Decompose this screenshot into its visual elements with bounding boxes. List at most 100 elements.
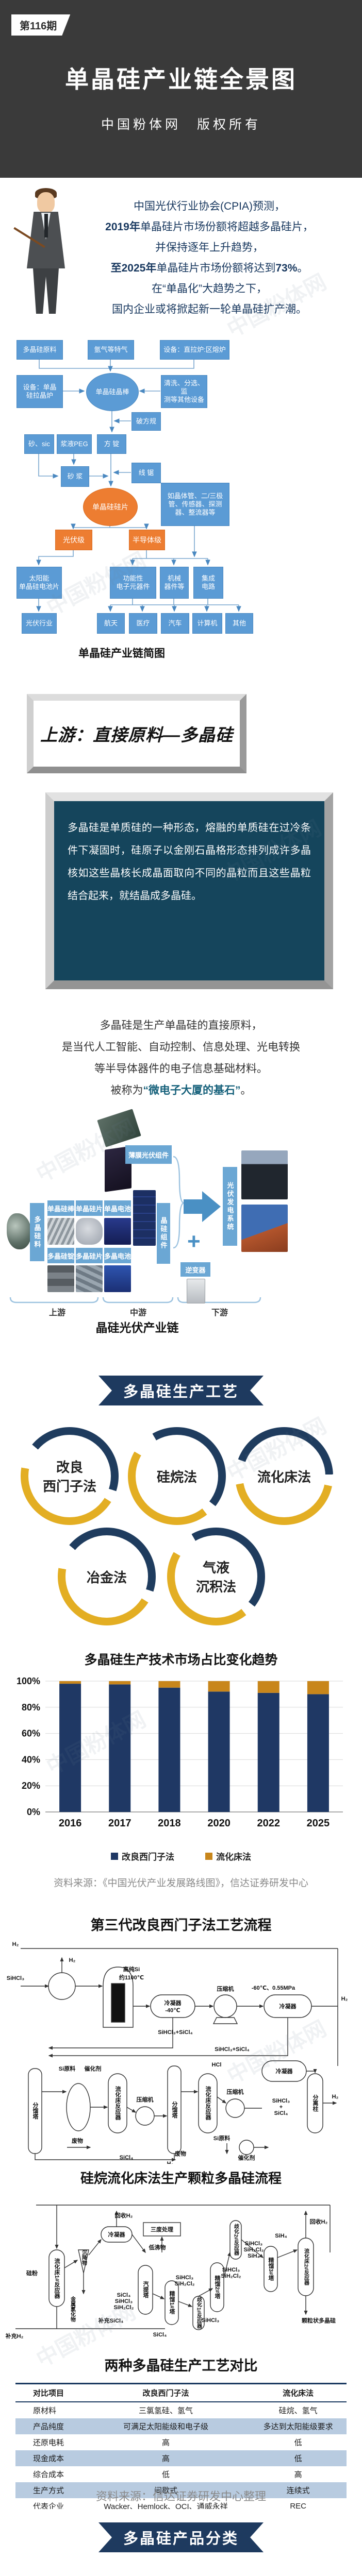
method-ring: 硅烷法 (128, 1427, 226, 1525)
diagram-label: SiCl₄ (153, 2332, 167, 2338)
diagram-label: 催化剂 (84, 2066, 102, 2072)
diagram-label: 精馏2#塔 (214, 2275, 220, 2299)
bar-segment (109, 1684, 131, 1812)
svg-text:2025: 2025 (307, 1818, 330, 1829)
compare-title: 两种多晶硅生产工艺对比 (104, 2358, 258, 2374)
table-cell: 产品纯度 (33, 2422, 64, 2431)
legend-item: 流化床法 (205, 1850, 251, 1862)
diagram-label: HCl (211, 2062, 222, 2068)
diagram-label: SiH₄ (275, 2233, 287, 2239)
node-sand-sic: 砂、sic (24, 434, 54, 454)
diagram-label: 补充H₂ (5, 2333, 24, 2340)
table-cell: Wacker、Hemlock、OCI、通威永祥 (81, 2498, 250, 2509)
table-cell: 多达到太阳能级要求 (263, 2422, 333, 2431)
table-cell: 硅烷、氢气 (278, 2406, 318, 2415)
role-line: 多晶硅是生产单晶硅的直接原料， (100, 1020, 262, 1031)
fbr-diagram: 补充H₂ 硅粉 流化床1#反应器 沉降物 金属氯化物 冷凝器 回收H₂ 三废处理 低沸物 汽提塔补… (0, 2191, 362, 2345)
ring-label: 流化床法 (243, 1435, 325, 1517)
pv-chain-caption: 晶硅光伏产业链 (95, 1321, 179, 1334)
method-ring: 冶金法 (58, 1528, 156, 1625)
siemens-title: 第三代改良西门子法工艺流程 (90, 1918, 272, 1933)
chain-caption: 单晶硅产业链简图 (78, 648, 165, 659)
svg-text:2016: 2016 (59, 1818, 82, 1829)
rings-row-2: 冶金法 气液 沉积法 (58, 1528, 265, 1625)
diagram-label: 催化剂 (238, 2155, 255, 2161)
flowchart-connectors (36, 359, 241, 612)
node-functional-components: 功能性 电子元器件 (110, 567, 156, 599)
big-arrow-icon (184, 1191, 221, 1222)
table-row: 生产方式 间歇式 连续式 (15, 2482, 347, 2498)
bar-chart-legend: 改良西门子法 流化床法 (0, 1850, 362, 1862)
classification-section: 根据多晶硅料的品质不同，多晶硅料可细分为： 单晶 复投料单晶 致密料多晶 致密料 (0, 2566, 362, 2576)
table-cell: 高 (161, 2454, 170, 2463)
method-ring: 气液 沉积法 (167, 1528, 265, 1625)
presenter-tie (44, 214, 48, 238)
intro-line: 并保持逐年上升趋势， (155, 242, 264, 253)
siemens-lineart (21, 1948, 338, 2162)
intro-line: 至2025年单晶硅片市场份额将达到73%。 (110, 262, 308, 274)
diagram-label: SiCl₄ (119, 2155, 134, 2161)
diagram-label: 压缩机 (217, 1986, 234, 1992)
diagram-label: 汽提塔 (142, 2281, 149, 2298)
chip-poly-ingot: 多晶硅锭 (47, 1248, 74, 1263)
ring-label: 改良 西门子法 (28, 1435, 111, 1517)
table-cell: 生产方式 (33, 2486, 64, 2495)
node-peg-slurry: 浆液PEG (57, 434, 92, 454)
stage-upstream: 上游 (49, 1309, 66, 1317)
diagram-label: 流化床2#反应器 (303, 2248, 309, 2285)
diagram-label: 压缩机 (226, 2089, 244, 2095)
photo-rooftop (241, 1205, 288, 1252)
table-cell: 可满足太阳能级和电子级 (123, 2422, 208, 2431)
chip-poly-cell: 多晶电池 (104, 1248, 131, 1263)
siemens-diagram: H₂ SiHCl₃ H₂ 高纯Si 约1100℃ 冷凝器 -40℃ 压缩机 -60℃、0.5… (0, 1937, 362, 2164)
diagram-label: 低沸物 (149, 2245, 166, 2251)
diagram-label: 回收H₂ (309, 2219, 328, 2225)
diagram-label: 流化床反应器 (205, 2086, 211, 2120)
photo-poly-wafer (76, 1265, 103, 1292)
bar-segment (208, 1691, 230, 1812)
svg-text:40%: 40% (22, 1754, 40, 1765)
chip-mono-rod: 单晶硅棒 (47, 1200, 74, 1216)
chip-poly-material: 多晶硅料 (30, 1203, 44, 1261)
stage-midstream: 中游 (130, 1309, 147, 1317)
diagram-label: SiHCl₃ SiH₂Cl₂ SiH₄ (243, 2241, 264, 2259)
photo-panels (133, 1190, 156, 1246)
plus-icon: + (187, 1229, 201, 1254)
chip-poly-wafer: 多晶硅片 (76, 1248, 103, 1263)
diagram-label: 歧化2#反应器 (233, 2224, 239, 2256)
bar-segment (59, 1684, 81, 1812)
presenter-illustration (13, 187, 74, 326)
column-header: 改良西门子法 (81, 2383, 250, 2402)
diagram-label: Si原料 (58, 2066, 76, 2072)
upstream-banner-section: 上游：直接原料—多晶硅 (0, 672, 362, 783)
definition-board: 多晶硅是单质硅的一种形态，熔融的单质硅在过冷条件下凝固时，硅原子以金刚石晶格形态… (45, 792, 333, 989)
bar-segment (158, 1681, 180, 1688)
role-line: 被称为“微电子大厦的基石”。 (110, 1084, 252, 1096)
diagram-label: 金属氯化物 (69, 2296, 75, 2322)
role-line: 是当代人工智能、自动控制、信息处理、光电转换 (62, 1041, 300, 1053)
diagram-label: SiHCl₃+SiCl₄ (158, 2029, 193, 2036)
fbr-title: 硅烷流化床法生产颗粒多晶硅流程 (80, 2171, 282, 2186)
svg-text:2018: 2018 (158, 1818, 181, 1829)
node-puller-equipment: 设备：单晶 硅拉晶炉 (17, 375, 63, 408)
page-subtitle: 中国粉体网 版权所有 (101, 117, 261, 132)
bar-segment (59, 1681, 81, 1684)
process-methods-rings: 改良 西门子法 硅烷法 流化床法 冶金法 气液 沉积法 (0, 1422, 362, 1643)
node-auto: 汽车 (161, 613, 189, 634)
bar-segment (158, 1687, 180, 1812)
upstream-banner-text: 上游：直接原料—多晶硅 (40, 725, 233, 744)
node-solar-cell: 太阳能 单晶硅电池片 (17, 567, 62, 599)
legend-swatch (111, 1852, 118, 1860)
compare-source: 资料来源：信达证券研发中心整理 (95, 2490, 266, 2503)
svg-text:80%: 80% (22, 1702, 40, 1713)
fbr-lineart (15, 2205, 331, 2330)
diagram-label: 高纯Si 约1100℃ (119, 1967, 144, 1981)
diagram-label: 废物 (72, 2138, 83, 2144)
chip-module: 晶硅组件 (157, 1203, 170, 1264)
node-argon-gas: 氩气等特气 (88, 340, 134, 360)
intro-section: 中国光伏行业协会(CPIA)预测， 2019年单晶硅片市场份额将超越多晶硅片， … (0, 178, 362, 340)
banner-frame: 上游：直接原料—多晶硅 (27, 694, 246, 773)
node-medical: 医疗 (129, 613, 157, 634)
bar-segment (257, 1681, 279, 1693)
diagram-label: 冷凝器 (108, 2232, 125, 2238)
